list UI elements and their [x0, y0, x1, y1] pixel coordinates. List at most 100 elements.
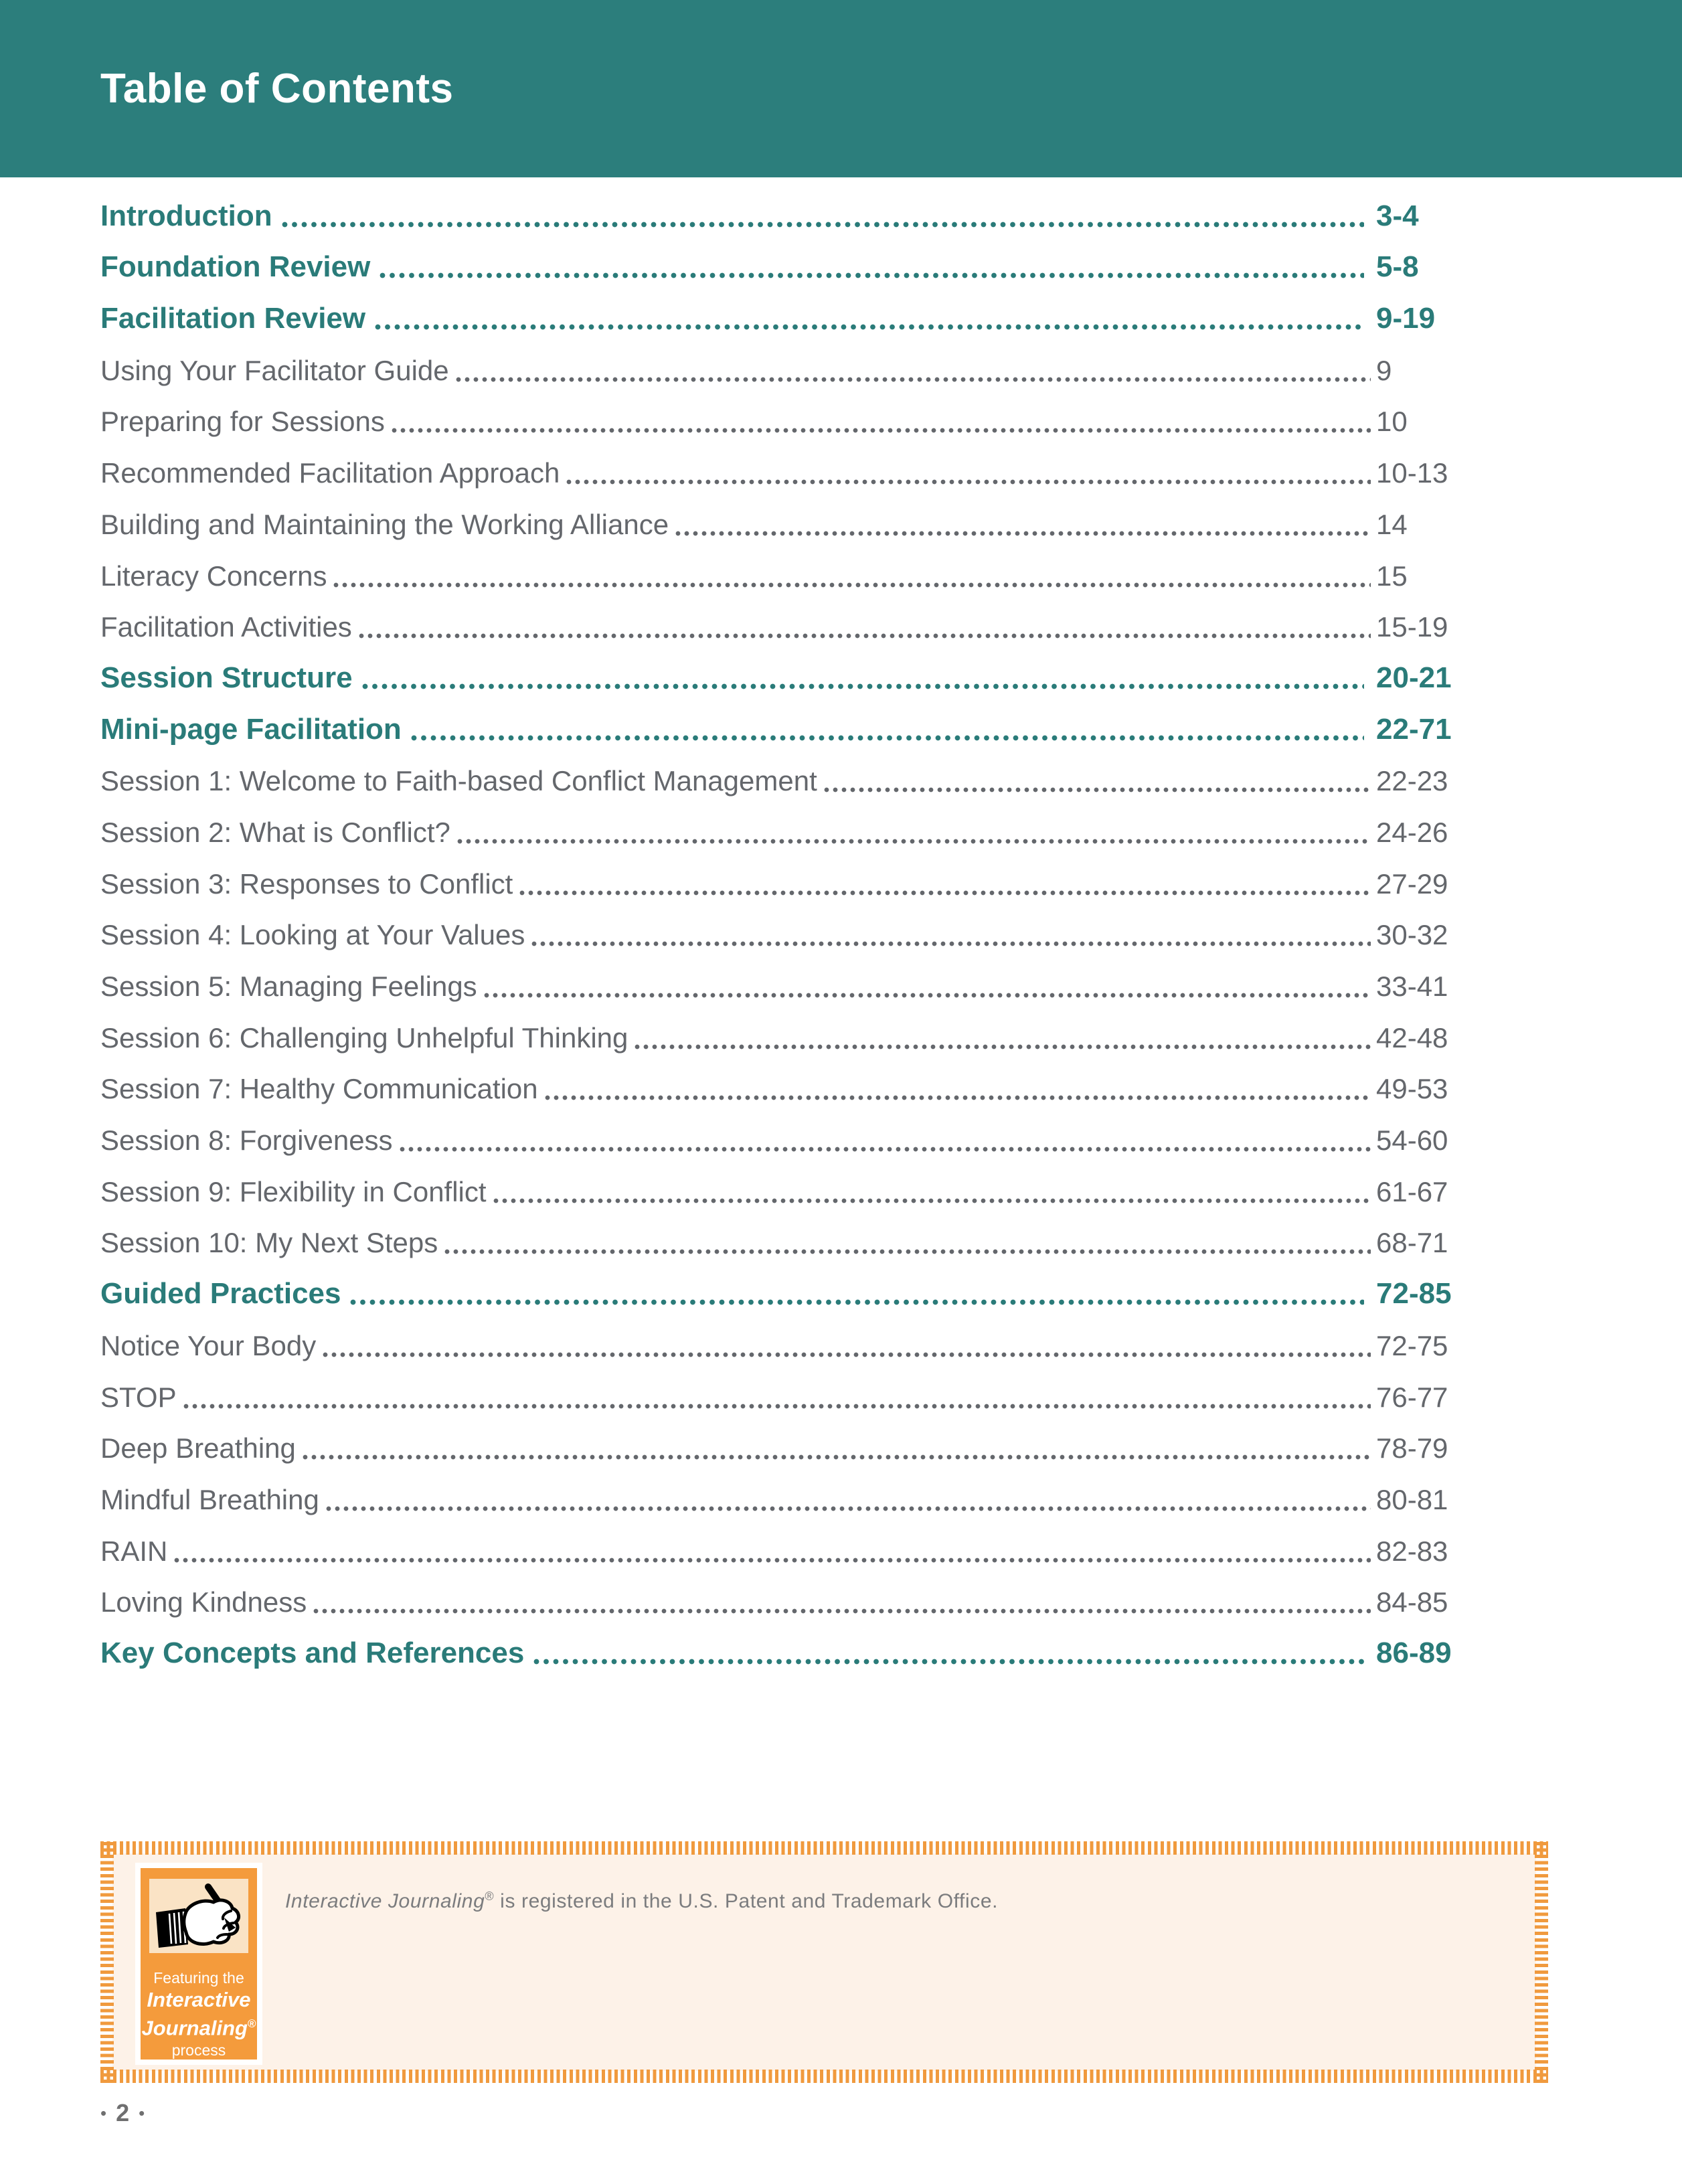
toc-entry-label: Literacy Concerns [100, 560, 327, 592]
footer-bullet-right: • [139, 2102, 145, 2123]
toc-entry-pages: 22-23 [1376, 765, 1448, 797]
footer-bullet-left: • [100, 2102, 107, 2123]
toc-row: Session 7: Healthy Communication 49-53 [100, 1052, 1477, 1104]
toc-entry-pages: 49-53 [1376, 1073, 1448, 1105]
toc-row: Using Your Facilitator Guide 9 [100, 333, 1477, 385]
dot-leader [323, 1351, 1371, 1357]
toc-entry-label: Loving Kindness [100, 1586, 307, 1618]
toc-entry-label: Session 7: Healthy Communication [100, 1073, 538, 1105]
toc-row: Deep Breathing 78-79 [100, 1412, 1477, 1463]
toc-row: Mindful Breathing 80-81 [100, 1462, 1477, 1514]
dot-leader [380, 272, 1364, 279]
toc-row: Session 10: My Next Steps 68-71 [100, 1206, 1477, 1258]
footer-page-number: 2 [116, 2099, 130, 2126]
dot-leader [174, 1557, 1371, 1563]
dot-leader [675, 530, 1371, 536]
toc-entry-pages: 24-26 [1376, 816, 1448, 848]
dot-leader [444, 1249, 1371, 1255]
badge-line-featuring: Featuring the [153, 1969, 244, 1987]
toc-entry-label: Session 8: Forgiveness [100, 1124, 393, 1157]
toc-row: Notice Your Body 72-75 [100, 1309, 1477, 1360]
interactive-journaling-badge: Featuring the Interactive Journaling® pr… [135, 1863, 262, 2065]
toc-entry-pages: 78-79 [1376, 1432, 1448, 1464]
toc-row: Loving Kindness 84-85 [100, 1566, 1477, 1617]
toc-entry-label: Recommended Facilitation Approach [100, 457, 560, 489]
trademark-box-background [112, 1853, 1536, 2071]
toc-entry-pages: 3-4 [1376, 199, 1419, 232]
registered-mark: ® [247, 2017, 256, 2030]
toc-entry-pages: 76-77 [1376, 1381, 1448, 1413]
toc-entry-label: Guided Practices [100, 1277, 341, 1311]
toc-entry-pages: 30-32 [1376, 919, 1448, 951]
toc-entry-label: RAIN [100, 1535, 168, 1567]
toc-row: Session 5: Managing Feelings 33-41 [100, 949, 1477, 1001]
toc-row: Guided Practices 72-85 [100, 1257, 1477, 1309]
toc-entry-pages: 42-48 [1376, 1021, 1448, 1054]
page-number-footer: • 2 • [100, 2099, 145, 2127]
toc-entry-pages: 10 [1376, 406, 1408, 438]
dot-leader [313, 1608, 1371, 1614]
toc-row: Building and Maintaining the Working All… [100, 487, 1477, 539]
toc-entry-label: Session 6: Challenging Unhelpful Thinkin… [100, 1021, 628, 1054]
toc-row: Mini-page Facilitation 22-71 [100, 693, 1477, 744]
toc-entry-pages: 15-19 [1376, 611, 1448, 643]
dot-leader [531, 941, 1371, 947]
toc-entry-pages: 27-29 [1376, 867, 1448, 900]
dot-leader [456, 838, 1371, 844]
page-header-band: Table of Contents [0, 0, 1682, 177]
toc-entry-pages: 14 [1376, 508, 1408, 540]
toc-entry-label: Building and Maintaining the Working All… [100, 508, 669, 540]
dot-leader [566, 479, 1371, 485]
toc-entry-pages: 9 [1376, 354, 1392, 386]
toc-row: Session 1: Welcome to Faith-based Confli… [100, 744, 1477, 796]
toc-row: Session 3: Responses to Conflict 27-29 [100, 847, 1477, 898]
toc-entry-pages: 82-83 [1376, 1535, 1448, 1567]
dot-leader [483, 993, 1371, 998]
badge-body: Featuring the Interactive Journaling® pr… [141, 1868, 257, 2060]
toc-row: STOP 76-77 [100, 1360, 1477, 1412]
toc-entry-label: Session 3: Responses to Conflict [100, 867, 513, 900]
dot-leader [493, 1197, 1371, 1203]
dot-leader [333, 582, 1371, 588]
toc-entry-label: STOP [100, 1381, 177, 1413]
dot-leader [519, 890, 1371, 896]
toc-entry-label: Preparing for Sessions [100, 406, 385, 438]
ticket-border-right [1535, 1841, 1548, 2083]
page-title: Table of Contents [100, 66, 454, 112]
dot-leader [358, 633, 1371, 639]
toc-entry-label: Session 10: My Next Steps [100, 1227, 438, 1259]
toc-entry-pages: 72-75 [1376, 1329, 1448, 1361]
toc-entry-label: Session 5: Managing Feelings [100, 971, 477, 1002]
toc-entry-label: Introduction [100, 199, 272, 232]
dot-leader [391, 428, 1371, 434]
toc-entry-pages: 10-13 [1376, 457, 1448, 489]
ticket-border-bottom [100, 2070, 1548, 2083]
toc-row: Session 9: Flexibility in Conflict 61-67 [100, 1155, 1477, 1206]
dot-leader [350, 1299, 1364, 1306]
dot-leader [823, 787, 1371, 793]
toc-entry-label: Mini-page Facilitation [100, 712, 402, 746]
trademark-name: Interactive Journaling [285, 1890, 485, 1912]
dot-leader [635, 1043, 1371, 1049]
toc-entry-pages: 22-71 [1376, 712, 1452, 746]
trademark-statement: Interactive Journaling® is registered in… [285, 1889, 998, 1913]
toc-row: Preparing for Sessions 10 [100, 385, 1477, 436]
toc-row: Session 4: Looking at Your Values 30-32 [100, 898, 1477, 950]
toc-entry-pages: 84-85 [1376, 1586, 1448, 1618]
toc-entry-label: Session 9: Flexibility in Conflict [100, 1175, 487, 1207]
dot-leader [302, 1454, 1371, 1460]
toc-row: Session 2: What is Conflict? 24-26 [100, 795, 1477, 847]
toc-row: Key Concepts and References 86-89 [100, 1616, 1477, 1668]
badge-line-process: process [171, 2041, 226, 2060]
toc-entry-pages: 9-19 [1376, 302, 1436, 335]
toc-entry-label: Session Structure [100, 661, 353, 694]
toc-row: RAIN 82-83 [100, 1514, 1477, 1566]
toc-entry-pages: 54-60 [1376, 1124, 1448, 1157]
toc-entry-label: Key Concepts and References [100, 1636, 525, 1669]
dot-leader [455, 376, 1371, 382]
toc-row: Introduction 3-4 [100, 179, 1477, 231]
trademark-box: Featuring the Interactive Journaling ® pr… [100, 1841, 1548, 2083]
toc-row: Session Structure 20-21 [100, 641, 1477, 693]
toc-entry-pages: 20-21 [1376, 661, 1452, 694]
toc-entry-label: Facilitation Activities [100, 611, 352, 643]
